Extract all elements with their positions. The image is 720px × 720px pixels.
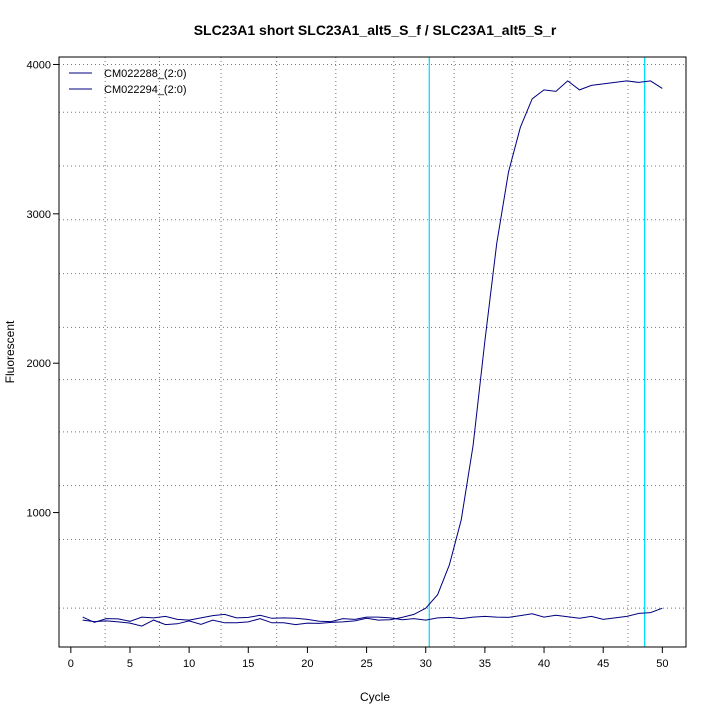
axes: 0 5 10 15 20 25 30 35 40 45 50 1000 2000 3000 4000	[27, 59, 669, 670]
y-tick-label-2000: 2000	[27, 358, 51, 370]
grid-lines	[59, 57, 686, 647]
x-tick-label-0: 0	[68, 658, 74, 670]
series-line-1	[82, 607, 663, 623]
legend: CM022288_(2:0) CM022294_(2:0)	[69, 68, 187, 96]
y-tick-label-4000: 4000	[27, 59, 51, 71]
x-tick-label-45: 45	[597, 658, 609, 670]
y-tick-label-1000: 1000	[27, 508, 51, 520]
y-tick-label-3000: 3000	[27, 209, 51, 221]
x-tick-label-50: 50	[656, 658, 668, 670]
y-axis-label: Fluorescent	[3, 320, 17, 383]
series-line-2	[82, 80, 663, 627]
x-tick-label-25: 25	[360, 658, 372, 670]
x-tick-label-30: 30	[420, 658, 432, 670]
x-tick-label-5: 5	[127, 658, 133, 670]
plot-frame	[58, 56, 687, 648]
series-lines	[82, 80, 663, 627]
x-tick-label-20: 20	[301, 658, 313, 670]
x-tick-label-15: 15	[242, 658, 254, 670]
legend-label-2: CM022294_(2:0)	[104, 84, 187, 96]
x-tick-label-40: 40	[538, 658, 550, 670]
threshold-lines	[428, 57, 646, 647]
x-tick-label-35: 35	[479, 658, 491, 670]
x-axis-label: Cycle	[360, 690, 390, 704]
legend-label-1: CM022288_(2:0)	[104, 68, 187, 80]
chart-title: SLC23A1 short SLC23A1_alt5_S_f / SLC23A1…	[194, 22, 557, 38]
x-tick-label-10: 10	[183, 658, 195, 670]
